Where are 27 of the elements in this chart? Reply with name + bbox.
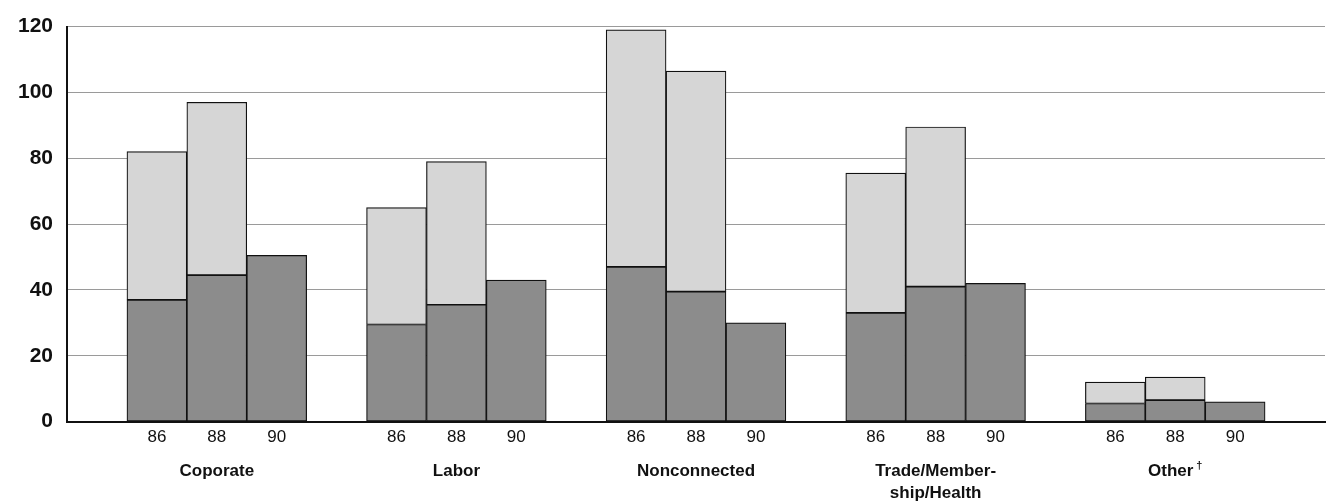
- y-tick-label: 0: [41, 408, 54, 432]
- x-tick-label: 86: [866, 427, 886, 447]
- x-tick-label: 88: [926, 427, 946, 447]
- x-tick-label: 88: [207, 427, 227, 447]
- y-tick-label: 100: [17, 79, 54, 103]
- x-tick-label: 90: [267, 427, 287, 447]
- x-tick-label: 88: [446, 427, 466, 447]
- x-tick-label: 88: [686, 427, 706, 447]
- y-tick-label: 20: [29, 342, 54, 366]
- x-tick-label: 86: [147, 427, 167, 447]
- x-tick-label: 88: [1165, 427, 1185, 447]
- x-tick-label: 90: [986, 427, 1005, 447]
- x-tick-label: 86: [1105, 427, 1125, 447]
- x-tick-label: 90: [746, 427, 766, 447]
- x-tick-label: 86: [387, 427, 406, 447]
- y-tick-label: 80: [29, 145, 54, 169]
- text: Nonconnected: [636, 461, 756, 480]
- x-tick-label: 90: [1225, 427, 1245, 447]
- y-tick-label: 120: [17, 13, 54, 37]
- y-tick-label: 60: [29, 210, 54, 234]
- text: Coporate: [179, 461, 255, 480]
- text: Other†: [1148, 459, 1203, 480]
- x-tick-label: 90: [506, 427, 526, 447]
- text: Labor: [432, 461, 481, 480]
- text: Trade/Member-ship/Health: [875, 461, 997, 502]
- y-tick-label: 40: [29, 276, 54, 300]
- x-tick-label: 86: [626, 427, 646, 447]
